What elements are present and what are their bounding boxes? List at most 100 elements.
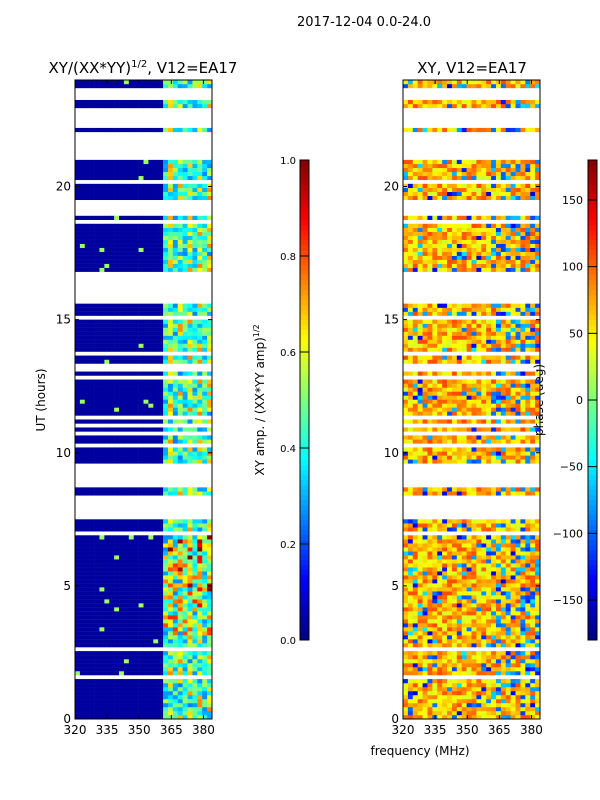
heatmap-cell — [417, 639, 423, 644]
heatmap-cell — [476, 419, 482, 424]
heatmap-cell — [491, 603, 497, 608]
heatmap-cell — [109, 691, 115, 696]
heatmap-cell — [432, 603, 438, 608]
heatmap-cell — [187, 339, 193, 344]
heatmap-cell — [207, 379, 213, 384]
heatmap-cell — [119, 235, 125, 240]
heatmap-cell — [447, 587, 453, 592]
heatmap-cell — [437, 683, 443, 688]
heatmap-cell — [128, 571, 135, 576]
heatmap-cell — [84, 651, 90, 656]
heatmap-cell — [442, 571, 448, 576]
heatmap-cell — [202, 615, 208, 620]
heatmap-cell — [172, 255, 179, 260]
heatmap-cell — [182, 103, 188, 109]
heatmap-cell — [535, 347, 541, 352]
heatmap-cell — [89, 247, 95, 252]
heatmap-cell — [427, 371, 433, 376]
heatmap-cell — [94, 195, 100, 201]
heatmap-cell — [486, 567, 492, 572]
heatmap-cell — [500, 419, 507, 424]
heatmap-cell — [505, 535, 511, 540]
heatmap-cell — [500, 551, 507, 556]
heatmap-cell — [163, 80, 169, 85]
heatmap-cell — [148, 455, 154, 460]
heatmap-cell — [84, 347, 90, 352]
heatmap-cell — [109, 447, 115, 452]
heatmap-cell — [202, 619, 208, 624]
heatmap-cell — [500, 591, 507, 596]
heatmap-cell — [89, 663, 95, 668]
heatmap-cell — [471, 615, 477, 620]
heatmap-cell — [466, 603, 472, 608]
heatmap-cell — [104, 655, 110, 660]
heatmap-cell — [495, 607, 502, 612]
heatmap-cell — [447, 459, 453, 464]
heatmap-cell — [417, 551, 423, 556]
heatmap-cell — [481, 639, 487, 644]
heatmap-cell — [422, 711, 428, 716]
heatmap-cell — [192, 163, 198, 169]
heatmap-cell — [505, 707, 511, 712]
heatmap-cell — [75, 227, 81, 232]
heatmap-cell — [104, 239, 110, 244]
heatmap-cell — [432, 455, 438, 460]
heatmap-cell — [197, 427, 203, 432]
heatmap-cell — [89, 335, 95, 340]
heatmap-cell — [192, 255, 198, 260]
heatmap-cell — [520, 707, 526, 712]
heatmap-cell — [192, 619, 198, 624]
heatmap-cell — [476, 523, 482, 528]
heatmap-cell — [133, 595, 139, 600]
heatmap-cell — [84, 167, 90, 173]
heatmap-cell — [525, 687, 531, 692]
heatmap-cell — [520, 603, 526, 608]
heatmap-cell — [510, 347, 516, 352]
heatmap-cell — [447, 663, 453, 668]
heatmap-cell — [461, 663, 467, 668]
heatmap-cell — [530, 635, 536, 640]
heatmap-cell — [197, 539, 203, 544]
heatmap-cell — [525, 703, 531, 708]
heatmap-cell — [515, 607, 521, 612]
heatmap-cell — [182, 167, 188, 173]
heatmap-cell — [99, 419, 105, 424]
heatmap-cell — [486, 579, 492, 584]
heatmap-cell — [530, 687, 536, 692]
heatmap-cell — [202, 319, 208, 324]
heatmap-cell — [471, 547, 477, 552]
heatmap-cell — [75, 399, 81, 404]
heatmap-cell — [158, 231, 164, 236]
heatmap-cell — [207, 535, 213, 540]
heatmap-cell — [143, 563, 149, 568]
heatmap-cell — [84, 487, 90, 492]
heatmap-cell — [143, 667, 149, 672]
heatmap-cell — [177, 303, 183, 308]
heatmap-cell — [172, 303, 179, 308]
heatmap-cell — [148, 435, 154, 440]
heatmap-cell — [119, 303, 125, 308]
heatmap-cell — [143, 319, 149, 324]
heatmap-cell — [427, 571, 433, 576]
heatmap-cell — [153, 183, 159, 189]
heatmap-cell — [466, 487, 472, 492]
heatmap-cell — [495, 527, 502, 532]
heatmap-cell — [119, 643, 125, 648]
heatmap-cell — [138, 395, 144, 400]
heatmap-cell — [422, 683, 428, 688]
heatmap-cell — [94, 623, 100, 628]
heatmap-cell — [476, 387, 482, 392]
heatmap-cell — [437, 399, 443, 404]
heatmap-cell — [471, 403, 477, 408]
heatmap-cell — [202, 175, 208, 181]
heatmap-cell — [417, 527, 423, 532]
heatmap-cell — [412, 439, 418, 444]
heatmap-cell — [172, 163, 179, 169]
heatmap-cell — [84, 567, 90, 572]
heatmap-cell — [207, 191, 213, 197]
heatmap-cell — [403, 527, 409, 532]
heatmap-cell — [167, 587, 174, 592]
heatmap-cell — [461, 655, 467, 660]
heatmap-cell — [119, 627, 125, 632]
heatmap-cell — [456, 623, 463, 628]
